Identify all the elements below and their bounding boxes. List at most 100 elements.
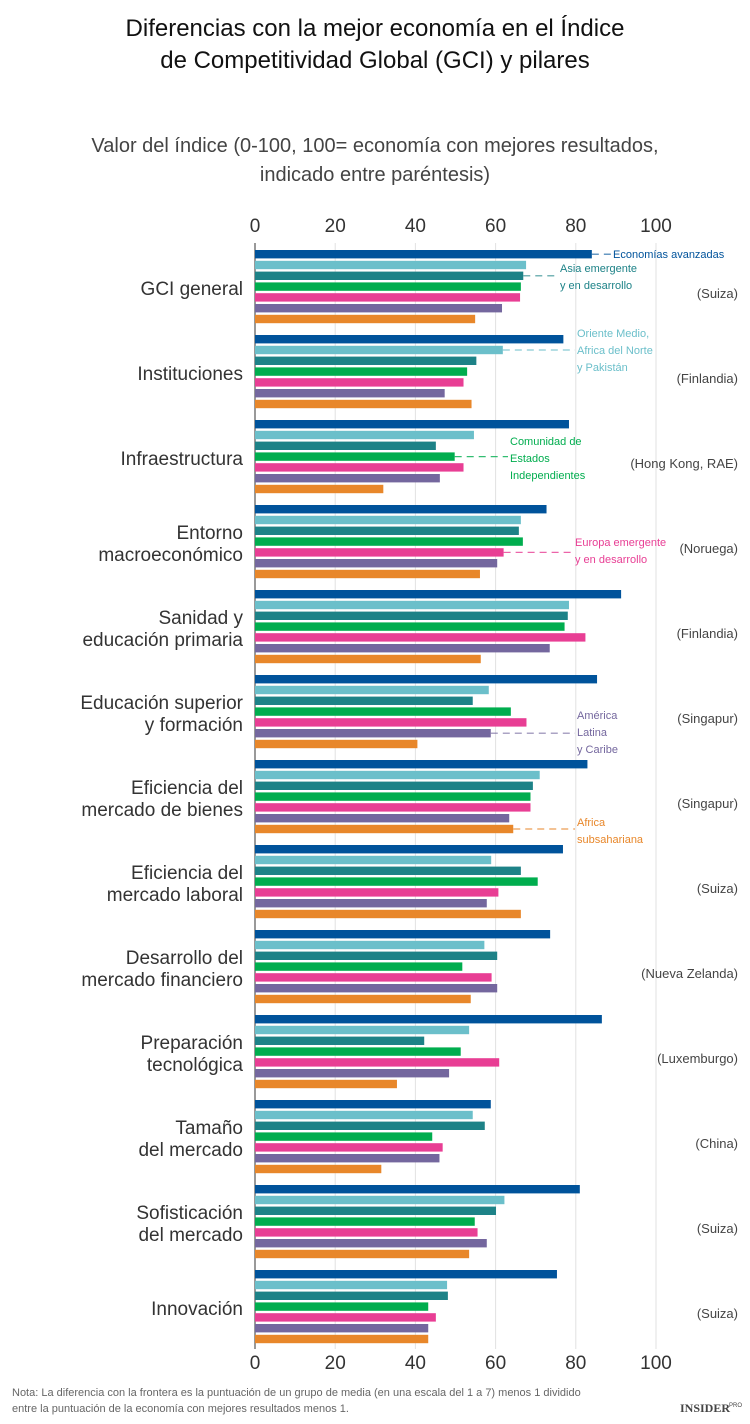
x-tick-label-top: 80 bbox=[565, 216, 586, 237]
bar bbox=[255, 590, 622, 599]
category-label-line: Sofisticación bbox=[136, 1203, 243, 1224]
x-tick-label-bottom: 0 bbox=[250, 1353, 261, 1374]
bar bbox=[255, 633, 586, 642]
bar bbox=[255, 622, 565, 631]
bar bbox=[255, 803, 531, 812]
category-label-line: mercado de bienes bbox=[81, 800, 243, 821]
x-tick-label-bottom: 60 bbox=[485, 1353, 506, 1374]
bar bbox=[255, 707, 511, 716]
bar bbox=[255, 1121, 485, 1130]
bar bbox=[255, 1239, 487, 1248]
bar bbox=[255, 1143, 443, 1152]
category-label-line: Educación superior bbox=[80, 693, 243, 714]
x-tick-label-top: 100 bbox=[640, 216, 672, 237]
series-annotation-label: subsahariana bbox=[577, 834, 644, 846]
best-economy-label: (Suiza) bbox=[697, 1306, 738, 1321]
x-tick-label-top: 0 bbox=[250, 216, 261, 237]
bar bbox=[255, 548, 504, 557]
chart-subtitle-line-2: indicado entre paréntesis) bbox=[260, 164, 490, 186]
category-label-line: educación primaria bbox=[82, 630, 243, 651]
bar bbox=[255, 973, 492, 982]
bar bbox=[255, 1164, 382, 1174]
category-label-line: Eficiencia del bbox=[131, 778, 243, 799]
category-label-line: Sanidad y bbox=[158, 608, 243, 629]
best-economy-label: (China) bbox=[695, 1136, 738, 1151]
bar bbox=[255, 1302, 429, 1311]
bar bbox=[255, 696, 473, 705]
bar bbox=[255, 994, 471, 1004]
bar bbox=[255, 378, 464, 387]
bar bbox=[255, 675, 598, 684]
x-tick-label-bottom: 20 bbox=[325, 1353, 346, 1374]
category-label-line: Entorno bbox=[176, 523, 243, 544]
footnote-line-1: Nota: La diferencia con la frontera es l… bbox=[12, 1387, 581, 1399]
bar bbox=[255, 260, 527, 270]
bar bbox=[255, 1025, 470, 1035]
bar bbox=[255, 888, 499, 897]
bar bbox=[255, 962, 463, 971]
best-economy-label: (Hong Kong, RAE) bbox=[630, 456, 738, 471]
category-label-line: Tamaño bbox=[175, 1118, 243, 1139]
category-label: Sanidad y educación primaria bbox=[82, 608, 243, 651]
bar bbox=[255, 441, 436, 450]
category-label-line: Eficiencia del bbox=[131, 863, 243, 884]
series-annotations: Economías avanzadas Oriente Medio, Africa … bbox=[454, 249, 725, 846]
bar bbox=[255, 1324, 429, 1333]
category-label: Eficiencia del mercado de bienes bbox=[81, 778, 243, 821]
axis-ticks: 0 0 20 20 40 40 60 60 80 80 100 100 bbox=[250, 216, 672, 1374]
category-label: Preparación tecnológica bbox=[141, 1033, 244, 1076]
x-tick-label-top: 40 bbox=[405, 216, 426, 237]
bar bbox=[255, 1069, 450, 1078]
bar bbox=[255, 644, 550, 653]
bar bbox=[255, 271, 524, 280]
bar bbox=[255, 845, 563, 854]
best-economy-label: (Nueva Zelanda) bbox=[641, 966, 738, 981]
category-label-line: y formación bbox=[145, 715, 243, 736]
bar bbox=[255, 474, 440, 483]
bar bbox=[255, 984, 498, 993]
bar bbox=[255, 729, 491, 738]
series-annotation-label: Africa bbox=[577, 817, 606, 829]
category-label-line: Desarrollo del bbox=[126, 948, 243, 969]
x-tick-label-bottom: 100 bbox=[640, 1353, 672, 1374]
category-labels: GCI general (Suiza) Instituciones (Finlandi… bbox=[80, 279, 738, 1321]
bar bbox=[255, 940, 485, 950]
series-annotation-label: Latina bbox=[577, 727, 608, 739]
bar bbox=[255, 611, 568, 620]
bar bbox=[255, 1154, 440, 1163]
bar bbox=[255, 345, 503, 355]
x-tick-label-top: 20 bbox=[325, 216, 346, 237]
series-annotation-label: Estados bbox=[510, 453, 550, 465]
bar bbox=[255, 739, 418, 749]
bar bbox=[255, 909, 521, 919]
bar bbox=[255, 1313, 436, 1322]
bar bbox=[255, 1206, 497, 1215]
category-label-line: mercado financiero bbox=[81, 970, 243, 991]
series-annotation-label: Independientes bbox=[510, 470, 586, 482]
chart-title-line-1: Diferencias con la mejor economía en el … bbox=[126, 15, 625, 42]
logo-pro: PRO bbox=[729, 1403, 742, 1409]
best-economy-label: (Luxemburgo) bbox=[657, 1051, 738, 1066]
category-label-line: GCI general bbox=[141, 279, 243, 300]
series-annotation-label: y en desarrollo bbox=[575, 554, 647, 566]
bars bbox=[255, 250, 622, 1344]
bar bbox=[255, 1185, 580, 1194]
category-label-line: Preparación bbox=[141, 1033, 243, 1054]
bar bbox=[255, 420, 569, 429]
category-label: Sofisticación del mercado bbox=[136, 1203, 243, 1246]
bar bbox=[255, 505, 547, 514]
footnote-line-2: entre la puntuación de la economía con m… bbox=[12, 1403, 349, 1415]
bar bbox=[255, 760, 588, 769]
bar bbox=[255, 1036, 425, 1045]
bar bbox=[255, 951, 498, 960]
bar bbox=[255, 559, 498, 568]
bar bbox=[255, 877, 538, 886]
bar bbox=[255, 866, 521, 875]
bar bbox=[255, 1058, 500, 1067]
bar bbox=[255, 430, 474, 440]
bar bbox=[255, 304, 503, 313]
bar bbox=[255, 1228, 478, 1237]
bar bbox=[255, 1047, 461, 1056]
series-annotation-label: y Caribe bbox=[577, 744, 618, 756]
